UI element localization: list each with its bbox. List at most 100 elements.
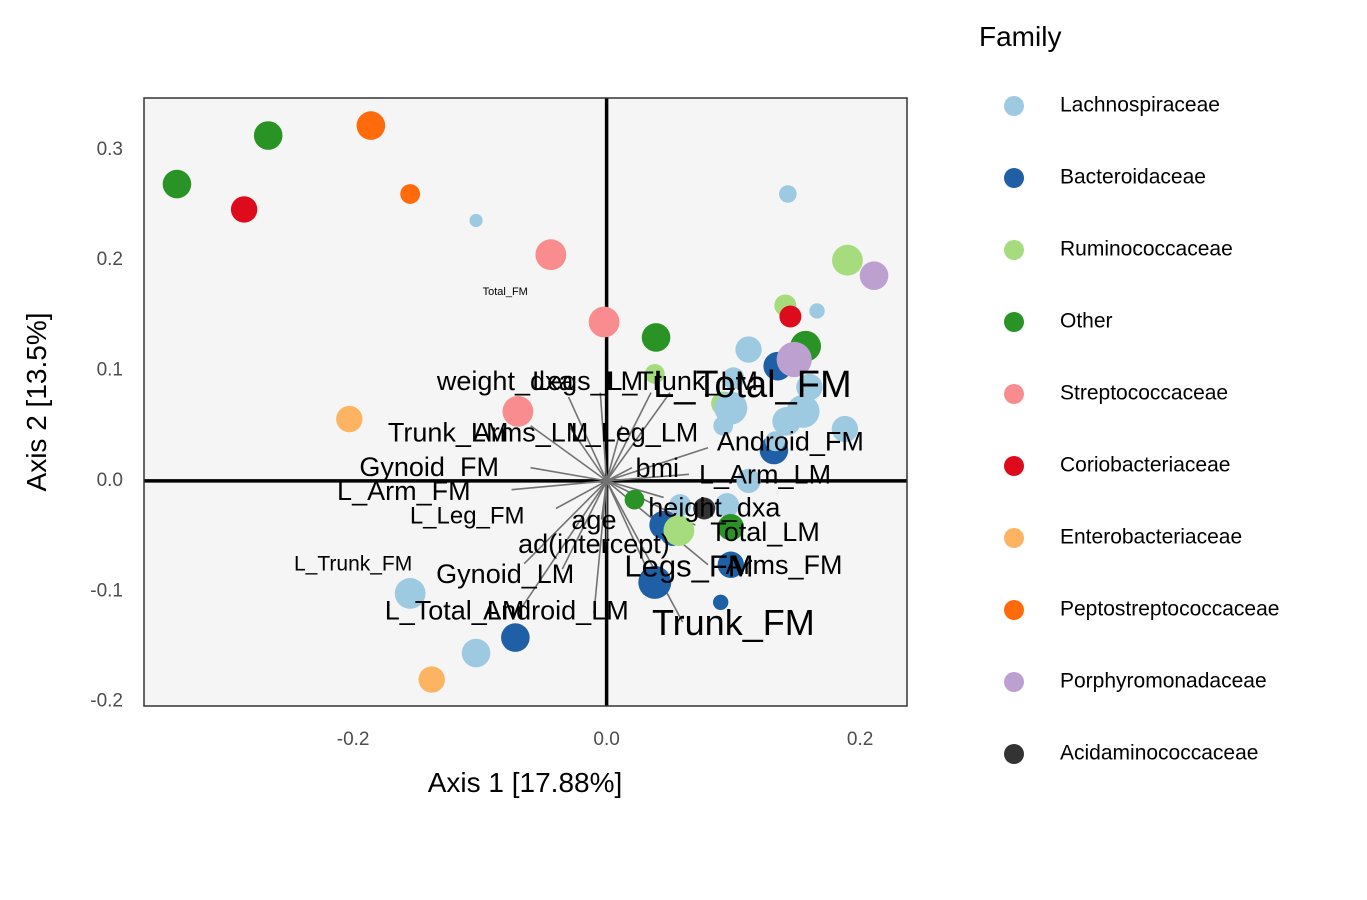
y-axis-title: Axis 2 [13.5%] [21,313,52,492]
data-point [461,638,491,668]
data-point [717,551,745,578]
legend-entry: Porphyromonadaceae [1004,670,1267,693]
legend-entry: Acidaminococcaceae [1004,742,1258,765]
vector-arrow [530,466,607,482]
legend-label: Bacteroidaceae [1060,166,1206,189]
vector-label: ad(intercept) [518,529,670,559]
vector-label: Legs_LM [532,366,643,396]
vector-label: weight_dxa [436,366,575,396]
x-axis-title: Axis 1 [17.88%] [428,767,623,798]
vector-label: L_Leg_LM [571,418,699,448]
vector-label: L_Total_FM [653,364,852,406]
y-tick-label: -0.2 [90,691,123,712]
data-point [776,341,812,378]
data-point [736,468,761,493]
legend-label: Acidaminococcaceae [1060,742,1258,765]
legend-swatch [1004,240,1024,260]
data-point [535,239,567,271]
data-point [502,395,534,427]
data-point [638,565,672,599]
data-point [588,306,620,338]
data-point [772,407,801,436]
data-point [831,415,859,443]
data-point [644,363,665,384]
vector-arrow [606,480,664,499]
data-point [356,111,386,140]
data-point [713,415,734,436]
data-point [796,373,823,401]
data-point [712,594,729,610]
vector-arrow [561,480,608,570]
vector-arrow [605,392,652,482]
legend-swatch [1004,312,1024,332]
vector-label: Gynoid_LM [436,559,574,589]
data-point [859,261,889,290]
vector-arrow [593,480,608,614]
data-point [400,184,421,204]
y-axis-ticks: -0.2 -0.1 0.0 0.1 0.2 0.3 [90,139,123,712]
vector-label: L_Leg_FM [410,503,525,530]
legend-label: Peptostreptococcaceae [1060,598,1279,621]
vector-label: Arms_LM [473,418,589,448]
vector-label: L_Total_LM [385,595,525,625]
y-tick-label: 0.2 [97,249,123,270]
data-point [230,196,258,223]
vector-arrow [606,473,690,482]
legend-entry: Enterobacteriaceae [1004,526,1242,549]
data-point [735,336,762,363]
vector-arrow [605,425,623,482]
data-point [669,494,692,517]
legend-entry: Bacteroidaceae [1004,166,1206,189]
vector-arrow [511,480,607,491]
y-tick-label: 0.3 [97,139,123,160]
legend-swatch [1004,96,1024,116]
legend-swatch [1004,600,1024,620]
sample-points [162,111,889,693]
y-tick-label: 0.1 [97,360,123,381]
legend-swatch [1004,744,1024,764]
vector-arrow [555,480,607,510]
vector-arrow [605,392,671,482]
data-point [809,303,825,319]
data-point [832,244,863,276]
legend: Family Lachnospiraceae Bacteroidaceae Rumi… [979,21,1279,765]
legend-label: Enterobacteriaceae [1060,526,1242,549]
data-point [765,431,786,452]
vector-label: Trunk_FM [652,602,815,643]
data-point [162,169,192,199]
legend-label: Other [1060,310,1113,333]
data-point [641,323,671,352]
vector-arrow [599,392,608,481]
data-point [394,578,426,609]
vector-label: Gynoid_FM [359,452,499,482]
vector-label: height_dxa [648,493,781,523]
data-point [253,121,283,150]
vector-arrow [523,480,608,565]
legend-label: Ruminococcaceae [1060,238,1233,261]
legend-entry: Streptococcaceae [1004,382,1228,405]
vector-label: Legs_FM [624,548,753,583]
vector-label: Android_LM [483,595,629,625]
x-tick-label: -0.2 [337,729,370,750]
legend-swatch [1004,672,1024,692]
data-point [779,305,802,328]
legend-label: Coriobacteriaceae [1060,454,1230,477]
y-tick-label: -0.1 [90,580,123,601]
legend-swatch [1004,168,1024,188]
legend-swatch [1004,456,1024,476]
data-point [693,497,716,520]
vector-label: age [571,505,616,535]
vector-label: Arms_FM [726,550,843,580]
vector-label: L_Arm_FM [337,476,471,506]
y-tick-label: 0.0 [97,470,123,491]
vector-arrow [567,396,608,482]
vector-arrow [517,480,608,614]
x-tick-label: 0.2 [847,729,873,750]
plot-border [143,97,908,707]
data-point [469,213,483,228]
vector-label: Total_LM [710,517,820,547]
vector-label: Android_FM [717,427,864,457]
zero-lines [144,98,907,706]
data-point [418,666,445,693]
